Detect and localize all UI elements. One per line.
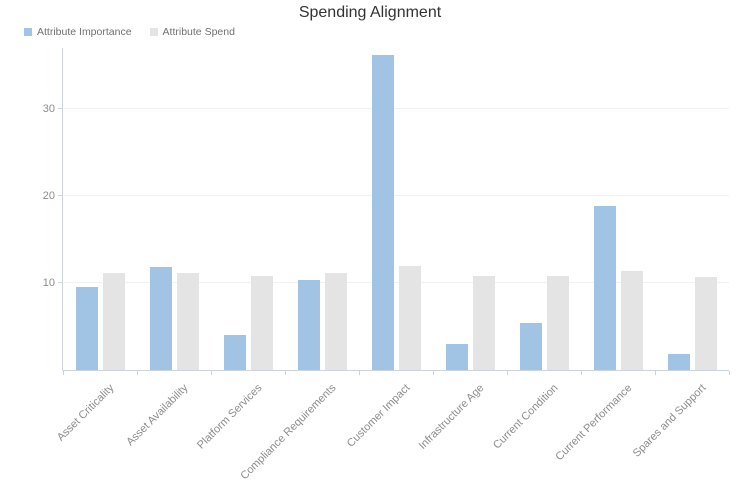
bar-importance-7[interactable] (593, 206, 616, 370)
bar-spend-0[interactable] (102, 272, 125, 370)
x-tick-mark (62, 371, 64, 375)
category-label-4: Customer Impact (344, 382, 413, 450)
bar-importance-8[interactable] (667, 354, 690, 370)
legend-label: Attribute Importance (37, 26, 132, 38)
y-tick-label: 20 (42, 189, 55, 202)
bar-spend-7[interactable] (620, 270, 643, 370)
legend-swatch-icon (149, 28, 158, 36)
category-label-5: Infrastructure Age (416, 382, 487, 452)
bar-importance-3[interactable] (297, 280, 320, 370)
bar-spend-1[interactable] (176, 272, 199, 370)
category-label-0: Asset Criticality (54, 382, 117, 444)
chart-title: Spending Alignment (298, 4, 442, 21)
bar-spend-6[interactable] (546, 276, 569, 370)
x-tick-mark (654, 371, 656, 375)
y-tick-label: 10 (42, 276, 55, 289)
bar-spend-3[interactable] (324, 273, 347, 370)
plot-area: 10 20 30 Asset Criticality Asset Availabilit… (43, 48, 730, 482)
x-tick-mark (728, 371, 730, 375)
x-tick-mark (506, 371, 508, 375)
x-tick-mark (136, 371, 138, 375)
bar-importance-0[interactable] (75, 287, 98, 370)
legend: Attribute Importance Attribute Spend (24, 26, 235, 38)
bar-spend-8[interactable] (694, 276, 717, 370)
category-label-8: Spares and Support (630, 382, 709, 460)
legend-item-0[interactable]: Attribute Importance (24, 26, 132, 38)
x-tick-mark (432, 371, 434, 375)
bar-spend-5[interactable] (472, 276, 495, 370)
bar-spend-4[interactable] (398, 266, 421, 370)
y-tick-mark (58, 282, 62, 284)
gridline (63, 108, 729, 110)
y-tick-mark (58, 108, 62, 110)
gridline (63, 282, 729, 284)
legend-swatch-icon (24, 28, 32, 36)
x-tick-mark (580, 371, 582, 375)
legend-item-1[interactable]: Attribute Spend (149, 26, 235, 38)
bar-importance-4[interactable] (371, 54, 394, 370)
bar-importance-2[interactable] (223, 335, 246, 370)
bar-importance-5[interactable] (445, 343, 468, 370)
x-tick-mark (284, 371, 286, 375)
bar-spend-2[interactable] (250, 276, 273, 370)
y-tick-mark (58, 195, 62, 197)
bar-importance-6[interactable] (519, 323, 542, 370)
category-label-7: Current Performance (553, 382, 635, 464)
category-label-1: Asset Availability (124, 382, 191, 449)
gridline (63, 195, 729, 197)
x-tick-mark (210, 371, 212, 375)
legend-label: Attribute Spend (162, 26, 235, 38)
x-tick-mark (358, 371, 360, 375)
category-label-6: Current Condition (491, 382, 561, 452)
bar-importance-1[interactable] (149, 267, 172, 370)
category-label-2: Platform Services (195, 382, 265, 452)
y-tick-label: 30 (42, 102, 55, 115)
